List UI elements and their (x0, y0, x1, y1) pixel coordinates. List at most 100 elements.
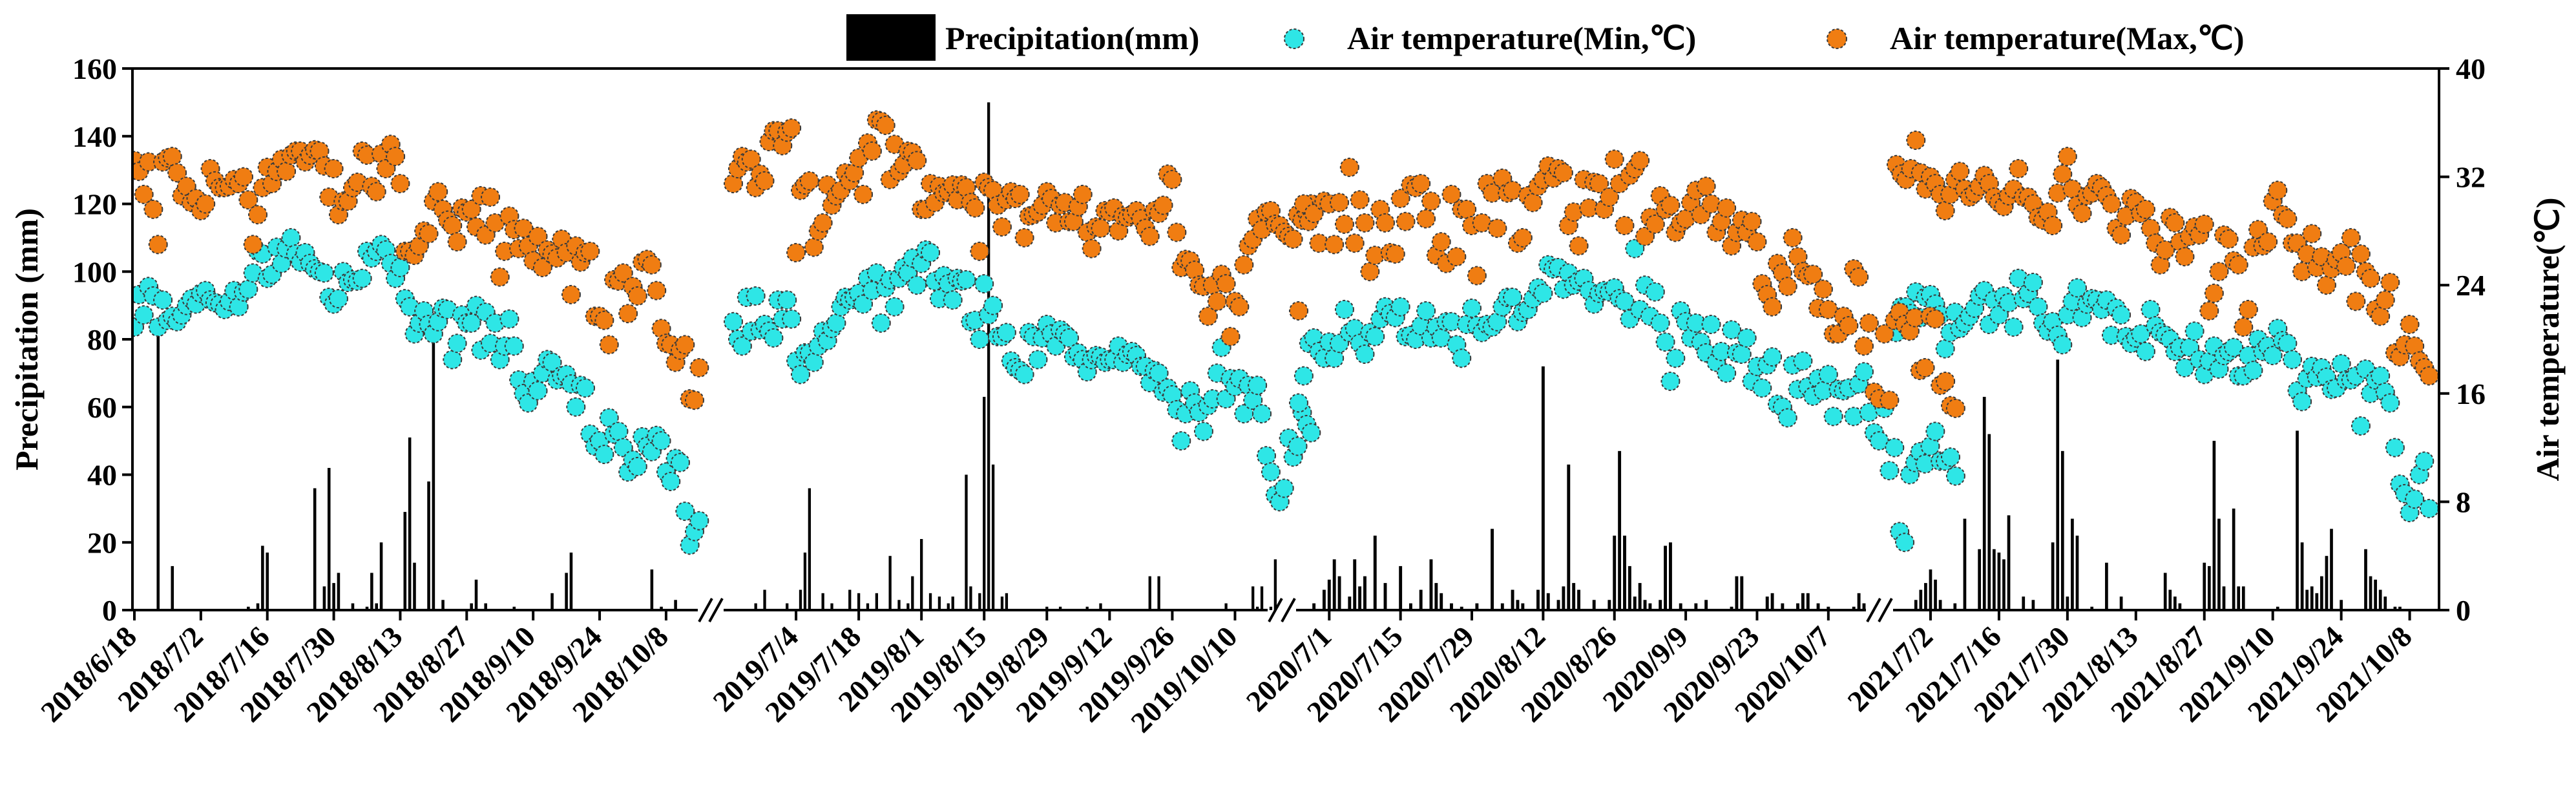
temp-min-point (1813, 381, 1833, 401)
temp-max-point (1880, 390, 1900, 410)
precip-bar (1740, 576, 1744, 610)
precip-bar (256, 603, 260, 610)
temp-min-point (1288, 436, 1308, 456)
precip-bar (803, 552, 807, 610)
precip-bar (441, 600, 445, 610)
precip-bar (897, 600, 901, 610)
precip-bar (937, 597, 941, 610)
temp-min-point (352, 268, 372, 288)
temp-min-point (974, 274, 994, 294)
temp-min-points (132, 227, 2439, 555)
temp-min-point (675, 502, 695, 522)
temp-min-point (2028, 297, 2048, 317)
precip-bar (2056, 359, 2060, 610)
precip-bar (2340, 600, 2343, 610)
precip-bar (2090, 606, 2094, 610)
precip-bar (2066, 597, 2069, 610)
temp-min-point (1793, 351, 1813, 371)
precip-bar (2168, 589, 2172, 610)
temp-min-point (1355, 344, 1375, 365)
temp-min-point (996, 322, 1016, 343)
temp-min-point (1895, 533, 1915, 553)
precip-bar (1963, 518, 1967, 610)
precip-bar (674, 600, 677, 610)
temp-max-point (1859, 313, 1879, 333)
precip-bar (2002, 559, 2005, 610)
y-left-tick-label: 60 (87, 391, 117, 424)
precip-bar (1572, 583, 1576, 610)
temp-max-point (2400, 314, 2420, 334)
legend-item-temp-min: Air temperature(Min,℃) (1284, 20, 1696, 56)
precip-bar (1929, 569, 1932, 610)
temp-min-point (983, 295, 1003, 315)
temp-min-point (1533, 283, 1553, 303)
temp-max-point (390, 174, 410, 194)
precip-bar (1383, 583, 1387, 610)
precip-bar (2031, 600, 2035, 610)
temp-max-point (1630, 151, 1650, 171)
precip-bar (2398, 606, 2402, 610)
precip-bar (1045, 606, 1049, 610)
precip-bar (799, 589, 802, 610)
precip-bar (1099, 603, 1102, 610)
y-right-tick-label: 32 (2456, 161, 2486, 194)
precip-bar (1000, 597, 1004, 610)
legend-precip-label: Precipitation(mm) (945, 20, 1199, 56)
temp-max-point (2101, 194, 2121, 214)
temp-max-point (2361, 268, 2381, 288)
temp-max-point (599, 335, 619, 355)
temp-max-point (2194, 214, 2214, 234)
y-left-tick-label: 0 (102, 594, 117, 627)
temp-max-point (490, 267, 510, 287)
precip-bar (1475, 603, 1479, 610)
temp-min-point (853, 294, 874, 314)
temp-max-point (1390, 189, 1410, 209)
precip-bar (1982, 397, 1986, 610)
temp-max-point (1553, 163, 1573, 183)
temp-min-point (576, 378, 596, 398)
precip-bar (1953, 603, 1957, 610)
temp-max-point (1950, 162, 1970, 182)
y-left-axis-title: Precipitation (mm) (8, 208, 45, 471)
precip-bar (1373, 535, 1377, 610)
precip-bar (983, 397, 986, 610)
y-right-tick-label: 16 (2456, 377, 2486, 410)
precip-bar (754, 603, 757, 610)
temp-min-point (1737, 328, 1757, 348)
precip-bar (1664, 545, 1668, 610)
precip-bar (1429, 559, 1433, 610)
temp-max-point (1457, 199, 1477, 219)
temp-min-point (1615, 291, 1635, 312)
temp-min-point (790, 365, 810, 385)
precip-bar (1322, 589, 1326, 610)
temp-max-point (594, 310, 614, 330)
precip-bar (1260, 586, 1264, 610)
temp-min-point (1752, 378, 1772, 398)
temp-max-point (2268, 180, 2288, 200)
precip-bar (1613, 535, 1617, 610)
temp-min-point (1334, 299, 1354, 319)
temp-max-point (1082, 238, 1102, 259)
temp-min-point (777, 290, 797, 310)
temp-min-point (461, 313, 481, 333)
temp-max-point (419, 224, 439, 244)
precip-bar (763, 589, 766, 610)
temp-min-point (1935, 339, 1955, 359)
temp-min-point (689, 511, 709, 531)
y-left-tick-label: 120 (72, 188, 117, 221)
x-axis-date-labels: 2018/6/182018/7/22018/7/162018/7/302018/… (34, 620, 2418, 739)
temp-max-point (1513, 227, 1533, 248)
precip-bar (1852, 606, 1856, 610)
temp-min-point (2135, 341, 2155, 361)
precip-bar (2241, 586, 2245, 610)
precip-bar (1659, 600, 1662, 610)
precip-bar (991, 464, 995, 610)
precip-bar (247, 606, 250, 610)
legend-max-marker (1827, 28, 1847, 49)
precip-bar (332, 583, 335, 610)
precip-bar (1781, 603, 1785, 610)
precip-bar (327, 468, 331, 610)
temp-min-point (447, 333, 467, 354)
precip-bar (1770, 593, 1774, 610)
precip-bar (313, 488, 317, 610)
